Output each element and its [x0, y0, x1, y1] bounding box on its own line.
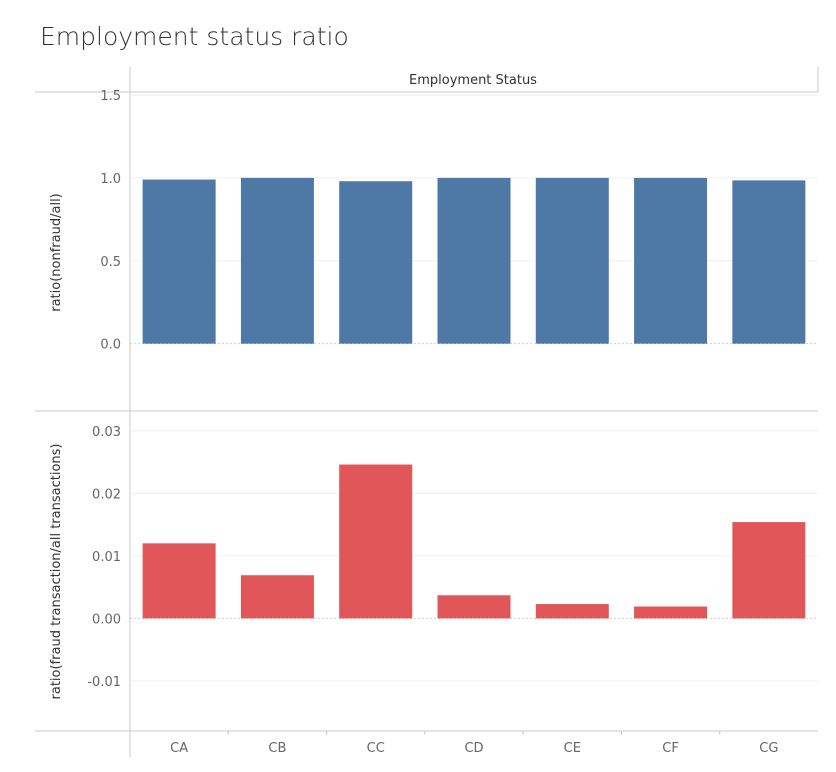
panel-nonfraud-ratio: 0.0 0.5 1.0 1.5 ratio(nonfraud/all) — [49, 89, 818, 353]
bar-ce[interactable] — [535, 177, 609, 344]
bar-cc[interactable] — [339, 181, 413, 344]
bar-ce[interactable] — [535, 604, 609, 619]
y-tick-label: 1.0 — [100, 172, 121, 187]
category-axis: CA CB CC CD CE CF CG — [170, 731, 778, 756]
bar-ca[interactable] — [142, 179, 216, 344]
category-label-cg: CG — [759, 741, 778, 756]
y-tick-label: 1.5 — [100, 89, 121, 104]
bar-cf[interactable] — [634, 177, 708, 344]
bar-cg[interactable] — [732, 522, 806, 619]
panel-fraud-ratio: -0.01 0.00 0.01 0.02 0.03 ratio(fraud transac… — [49, 425, 818, 700]
bar-cd[interactable] — [437, 177, 511, 344]
bar-cb[interactable] — [240, 177, 314, 344]
category-label-ca: CA — [170, 741, 188, 756]
y-tick-label: 0.02 — [92, 487, 121, 502]
y-tick-label: 0.5 — [100, 255, 121, 270]
category-label-cb: CB — [268, 741, 286, 756]
chart-title: Employment status ratio — [40, 22, 349, 51]
bar-cd[interactable] — [437, 595, 511, 619]
bar-ca[interactable] — [142, 543, 216, 619]
y-axis-title: ratio(fraud transaction/all transactions… — [49, 444, 64, 700]
category-label-cf: CF — [662, 741, 679, 756]
y-tick-label: -0.01 — [87, 675, 121, 690]
category-label-cc: CC — [367, 741, 385, 756]
bar-cb[interactable] — [240, 575, 314, 619]
category-label-cd: CD — [464, 741, 483, 756]
y-tick-label: 0.00 — [92, 612, 121, 627]
category-label-ce: CE — [564, 741, 581, 756]
bar-cf[interactable] — [634, 606, 708, 619]
y-tick-label: 0.03 — [92, 425, 121, 440]
y-tick-label: 0.0 — [100, 338, 121, 353]
chart-frame — [35, 67, 819, 757]
y-tick-label: 0.01 — [92, 550, 121, 565]
column-header: Employment Status — [409, 73, 537, 88]
bar-cc[interactable] — [339, 464, 413, 619]
y-axis-title: ratio(nonfraud/all) — [49, 193, 64, 312]
bar-cg[interactable] — [732, 180, 806, 344]
